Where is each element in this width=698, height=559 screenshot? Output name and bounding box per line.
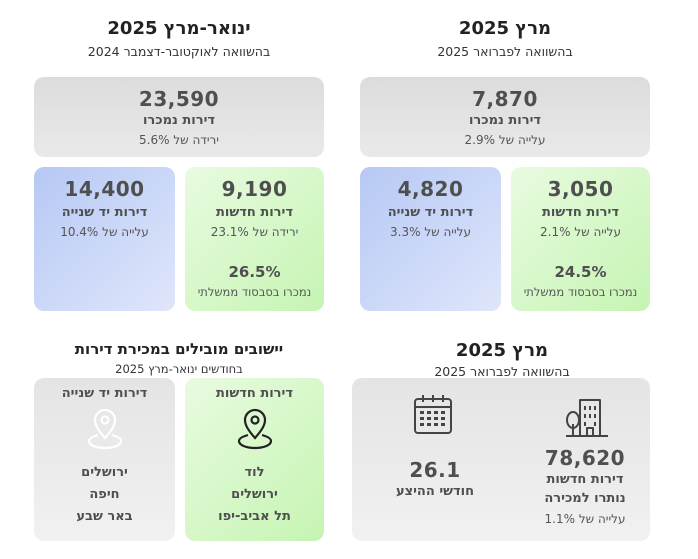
bottom-right-subtitle: בהשוואה לפברואר 2025: [434, 364, 570, 379]
right-used-label: דירות יד שנייה: [387, 205, 474, 220]
left-section-title: ינואר-מרץ 2025: [107, 18, 251, 39]
right-new-label: דירות חדשות: [542, 205, 619, 220]
left-section-subtitle: בהשוואה לאוקטובר-דצמבר 2024: [87, 44, 271, 59]
left-total-card: 23,590 דירות נמכרו ירידה של 5.6%: [34, 77, 324, 157]
left-new-value: 9,190: [221, 177, 288, 201]
top-city-new-3: תל אביב-יפו: [218, 509, 291, 524]
bottom-right-card: 78,620 דירות חדשות נותרו למכירה עלייה של…: [352, 378, 650, 541]
right-used-value: 4,820: [397, 177, 464, 201]
inventory-change: עלייה של 1.1%: [544, 512, 626, 526]
top-cities-new-label: דירות חדשות: [216, 386, 293, 401]
right-new-subsidy-label: נמכרו בסבסוד ממשלתי: [523, 285, 638, 299]
inventory-label-line2: נותרו למכירה: [544, 491, 626, 506]
right-new-value: 3,050: [547, 177, 614, 201]
top-city-new-2: ירושלים: [231, 487, 278, 502]
right-total-card: 7,870 דירות נמכרו עלייה של 2.9%: [360, 77, 650, 157]
left-new-card: 9,190 דירות חדשות ירידה של 23.1% 26.5% נ…: [185, 167, 324, 311]
right-total-value: 7,870: [472, 87, 538, 111]
inventory-value: 78,620: [544, 446, 626, 470]
left-used-change: עלייה של 10.4%: [60, 225, 149, 239]
right-total-change: עלייה של 2.9%: [464, 133, 546, 147]
top-cities-new-card: דירות חדשות לוד ירושלים תל אביב-יפו: [185, 378, 324, 541]
left-new-label: דירות חדשות: [216, 205, 293, 220]
left-new-subsidy-pct: 26.5%: [228, 263, 281, 281]
right-new-subsidy-pct: 24.5%: [554, 263, 607, 281]
left-used-value: 14,400: [64, 177, 145, 201]
top-city-used-3: באר שבע: [76, 509, 133, 524]
left-total-value: 23,590: [138, 87, 220, 111]
top-city-new-1: לוד: [244, 465, 265, 480]
bottom-left-subtitle: בחודשים ינואר-מרץ 2025: [115, 362, 243, 376]
left-used-label: דירות יד שנייה: [61, 205, 148, 220]
top-cities-used-label: דירות יד שנייה: [61, 386, 148, 401]
building-icon: [566, 399, 608, 437]
right-total-label: דירות נמכרו: [468, 113, 542, 128]
bottom-left-title: יישובים מובילים במכירת דירות: [74, 340, 284, 358]
right-new-card: 3,050 דירות חדשות עלייה של 2.1% 24.5% נמ…: [511, 167, 650, 311]
right-used-change: עלייה של 3.3%: [390, 225, 471, 239]
inventory-label-line1: דירות חדשות: [546, 472, 624, 487]
top-city-used-1: ירושלים: [81, 465, 128, 480]
right-section-subtitle: בהשוואה לפברואר 2025: [437, 44, 573, 59]
bottom-right-title: מרץ 2025: [455, 340, 549, 361]
left-used-card: 14,400 דירות יד שנייה עלייה של 10.4%: [34, 167, 175, 311]
left-total-label: דירות נמכרו: [142, 113, 216, 128]
supply-months-label: חודשי ההיצע: [395, 484, 475, 499]
top-city-used-2: חיפה: [89, 487, 120, 502]
left-new-subsidy-label: נמכרו בסבסוד ממשלתי: [197, 285, 312, 299]
location-pin-icon: [87, 408, 123, 450]
right-new-change: עלייה של 2.1%: [540, 225, 621, 239]
right-section-title: מרץ 2025: [458, 18, 552, 39]
location-pin-icon: [237, 408, 273, 450]
calendar-icon: [414, 395, 452, 434]
top-cities-used-card: דירות יד שנייה ירושלים חיפה באר שבע: [34, 378, 175, 541]
supply-months-value: 26.1: [409, 458, 461, 482]
left-total-change: ירידה של 5.6%: [139, 133, 219, 147]
left-new-change: ירידה של 23.1%: [210, 225, 299, 239]
right-used-card: 4,820 דירות יד שנייה עלייה של 3.3%: [360, 167, 501, 311]
